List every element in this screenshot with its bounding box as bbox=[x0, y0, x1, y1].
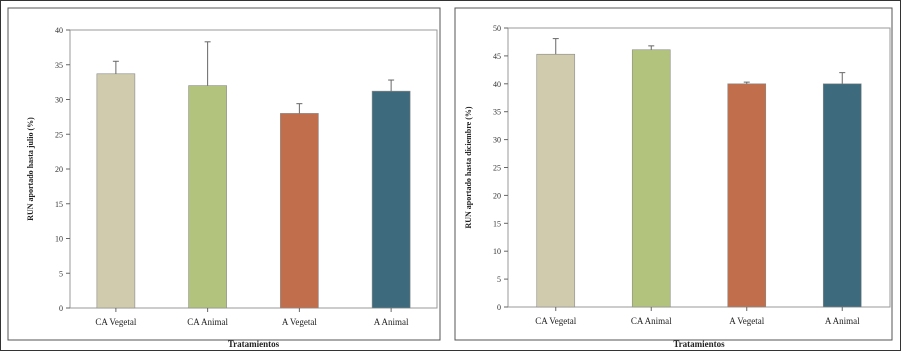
chart2-y-tick-label: 40 bbox=[493, 80, 501, 89]
chart2-category-label-3: A Vegetal bbox=[729, 316, 765, 326]
chart2-y-tick-label: 30 bbox=[493, 136, 501, 145]
chart1-category-label-2: CA Animal bbox=[187, 317, 228, 327]
chart1-bar-2 bbox=[188, 85, 227, 309]
chart2-y-tick-label: 50 bbox=[493, 24, 501, 33]
chart2-y-tick-label: 35 bbox=[493, 108, 501, 117]
chart1-category-label-3: A Vegetal bbox=[282, 317, 318, 327]
chart2-bar-4 bbox=[822, 83, 862, 308]
chart2-bar-2 bbox=[631, 49, 671, 308]
chart1-y-tick-label: 15 bbox=[55, 200, 63, 209]
chart1-bar-4 bbox=[371, 90, 411, 309]
chart2-y-tick-label: 0 bbox=[497, 303, 501, 312]
chart2-category-label-4: A Animal bbox=[825, 316, 860, 326]
chart1-bar-1 bbox=[96, 73, 136, 309]
chart2-category-label-2: CA Animal bbox=[631, 316, 672, 326]
chart1-y-axis-title: RUN aportado hasta julio (%) bbox=[26, 117, 35, 221]
chart2-y-tick-label: 20 bbox=[493, 191, 501, 200]
chart1-category-label-4: A Animal bbox=[374, 317, 409, 327]
chart2-x-axis-title: Tratamientos bbox=[673, 339, 725, 349]
chart2-panel-border bbox=[454, 7, 893, 341]
chart1-x-axis-title: Tratamientos bbox=[228, 339, 280, 349]
chart2-category-label-1: CA Vegetal bbox=[535, 316, 577, 326]
chart2-y-axis-title: RUN aportado hasta diciembre (%) bbox=[464, 106, 473, 228]
chart1-y-tick-label: 0 bbox=[59, 304, 63, 313]
chart2-y-tick-label: 25 bbox=[493, 164, 501, 173]
chart1-y-tick-label: 5 bbox=[59, 269, 63, 278]
chart2-y-tick-label: 10 bbox=[493, 247, 501, 256]
chart1-category-label-1: CA Vegetal bbox=[95, 317, 137, 327]
chart1-y-tick-label: 40 bbox=[55, 26, 63, 35]
chart2-y-tick-label: 45 bbox=[493, 52, 501, 61]
chart1-y-tick-label: 10 bbox=[55, 235, 63, 244]
chart1-y-tick-label: 20 bbox=[55, 165, 63, 174]
chart2-bar-3 bbox=[727, 83, 767, 308]
chart1-y-tick-label: 25 bbox=[55, 130, 63, 139]
chart1-y-tick-label: 30 bbox=[55, 96, 63, 105]
chart2-y-tick-label: 15 bbox=[493, 219, 501, 228]
chart2-bar-1 bbox=[536, 53, 576, 308]
chart2-y-tick-label: 5 bbox=[497, 275, 501, 284]
chart1-y-tick-label: 35 bbox=[55, 61, 63, 70]
chart1-bar-3 bbox=[280, 113, 319, 309]
